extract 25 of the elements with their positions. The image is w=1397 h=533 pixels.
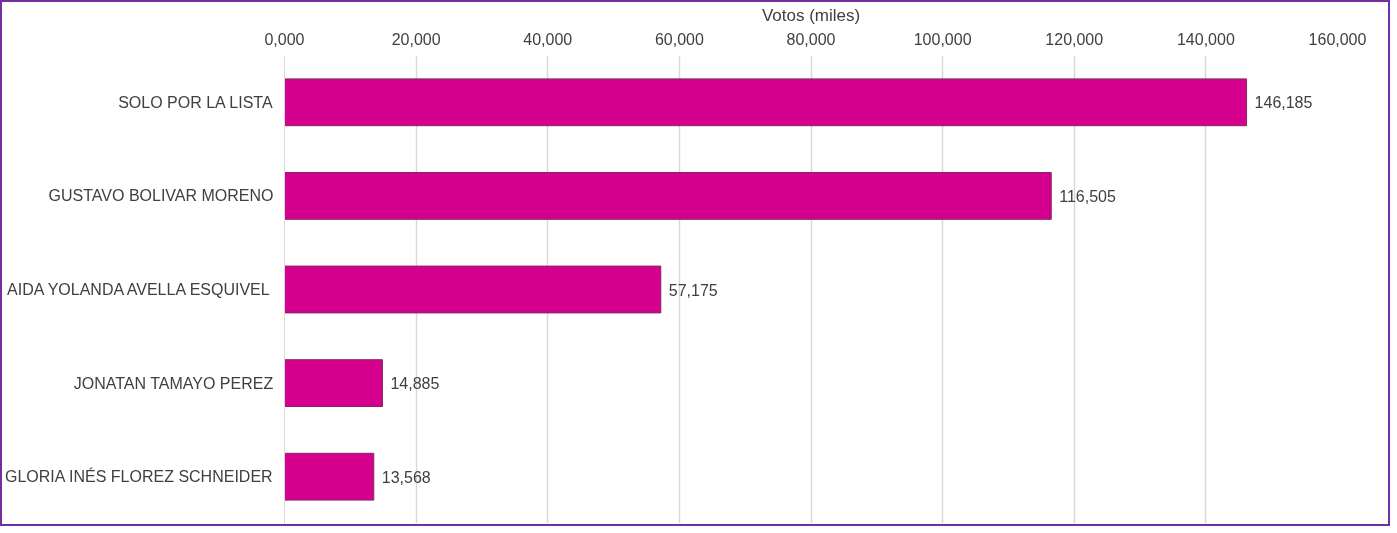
x-tick-label: 20,000	[391, 30, 441, 48]
data-label: 57,175	[668, 281, 718, 299]
x-tick-label: 80,000	[786, 30, 836, 48]
bar	[284, 359, 383, 407]
x-tick-label: 160,000	[1308, 30, 1367, 48]
x-axis-title: Votos (miles)	[761, 5, 861, 25]
x-tick-label: 100,000	[913, 30, 972, 48]
x-tick-label: 0,000	[264, 30, 305, 48]
x-tick-label: 60,000	[654, 30, 704, 48]
data-label: 116,505	[1059, 187, 1116, 205]
y-tick-label: GUSTAVO BOLIVAR MORENO	[48, 187, 274, 205]
bar	[284, 78, 1248, 127]
bar	[284, 452, 375, 501]
y-tick-label: SOLO POR LA LISTA	[118, 93, 273, 111]
data-label: 13,568	[381, 468, 431, 486]
y-tick-label: JONATAN TAMAYO PEREZ	[73, 374, 274, 392]
bar	[284, 265, 662, 314]
y-tick-label: GLORIA INÉS FLOREZ SCHNEIDER	[5, 467, 273, 486]
data-label: 14,885	[390, 375, 440, 393]
x-tick-label: 120,000	[1045, 30, 1104, 48]
x-tick-label: 140,000	[1176, 30, 1235, 48]
bar	[284, 172, 1052, 220]
data-label: 146,185	[1254, 94, 1313, 112]
x-tick-label: 40,000	[523, 30, 573, 48]
y-tick-label: AIDA YOLANDA AVELLA ESQUIVEL	[7, 281, 270, 298]
